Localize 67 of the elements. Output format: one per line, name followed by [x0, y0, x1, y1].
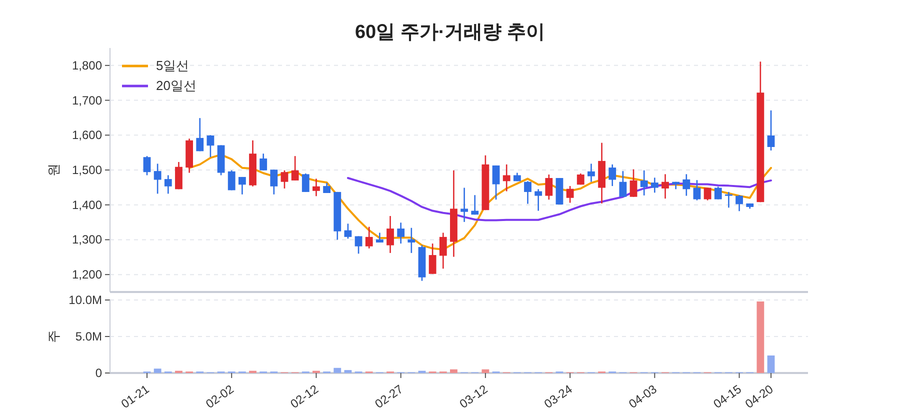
- candlestick: [228, 170, 236, 191]
- candlestick: [608, 164, 616, 187]
- candlestick: [354, 236, 362, 254]
- candlestick: [588, 163, 595, 182]
- bar: [450, 369, 458, 373]
- candlestick: [650, 177, 658, 194]
- y-tick-label: 1,300: [72, 232, 102, 247]
- candlestick: [175, 161, 182, 190]
- candlestick: [460, 187, 468, 223]
- candlestick: [143, 155, 151, 176]
- candlestick: [693, 179, 701, 201]
- candlestick: [630, 168, 638, 198]
- y-tick-label: 1,800: [72, 58, 102, 72]
- y-axis-title: 주: [46, 330, 61, 343]
- candlestick: [196, 117, 204, 152]
- candlestick: [238, 176, 246, 196]
- bar: [482, 369, 490, 373]
- chart-title: 60일 주가·거래량 추이: [354, 22, 546, 43]
- candlestick: [439, 232, 447, 270]
- candlestick: [704, 187, 712, 201]
- y-tick-label: 1,200: [72, 268, 102, 282]
- candlestick: [682, 174, 690, 196]
- y-tick-label: 5.0M: [75, 330, 102, 344]
- candlestick: [492, 164, 500, 200]
- candlestick: [566, 185, 574, 204]
- y-tick-label: 1,400: [72, 198, 102, 212]
- candlestick: [154, 163, 162, 194]
- y-tick-label: 1,500: [72, 163, 102, 177]
- bar: [756, 301, 764, 373]
- candlestick: [767, 110, 775, 152]
- candlestick: [280, 170, 288, 190]
- candlestick: [291, 155, 299, 182]
- candlestick: [524, 180, 532, 204]
- candlestick: [312, 178, 320, 197]
- candlestick: [397, 222, 405, 244]
- line-series: [346, 177, 772, 222]
- candlestick: [428, 242, 436, 275]
- candlestick: [344, 223, 352, 240]
- candlestick: [640, 170, 648, 196]
- candlestick: [724, 191, 732, 208]
- legend-label: 20일선: [156, 78, 196, 93]
- bar: [334, 368, 342, 373]
- y-tick-label: 1,700: [72, 93, 102, 108]
- bar: [154, 368, 162, 373]
- y-tick-label: 1,600: [72, 128, 102, 142]
- candlestick: [386, 215, 394, 254]
- candlestick: [662, 174, 669, 200]
- candlestick: [260, 152, 268, 171]
- candlestick: [619, 170, 627, 198]
- bar: [344, 370, 352, 373]
- candlestick: [502, 164, 510, 192]
- candlestick: [545, 174, 553, 200]
- candlestick: [408, 227, 416, 254]
- y-axis-title: 원: [46, 164, 61, 176]
- candlestick: [270, 169, 278, 196]
- candlestick: [164, 174, 172, 194]
- candlestick: [302, 172, 310, 193]
- y-tick-label: 0: [95, 366, 102, 380]
- candlestick: [206, 134, 214, 158]
- bar: [767, 355, 775, 373]
- candlestick: [534, 188, 542, 212]
- candlestick: [736, 194, 743, 212]
- candlestick: [471, 194, 479, 216]
- legend-label: 5일선: [156, 58, 190, 73]
- candlestick: [365, 226, 373, 250]
- y-tick-label: 10.0M: [68, 293, 102, 307]
- candlestick: [714, 186, 722, 200]
